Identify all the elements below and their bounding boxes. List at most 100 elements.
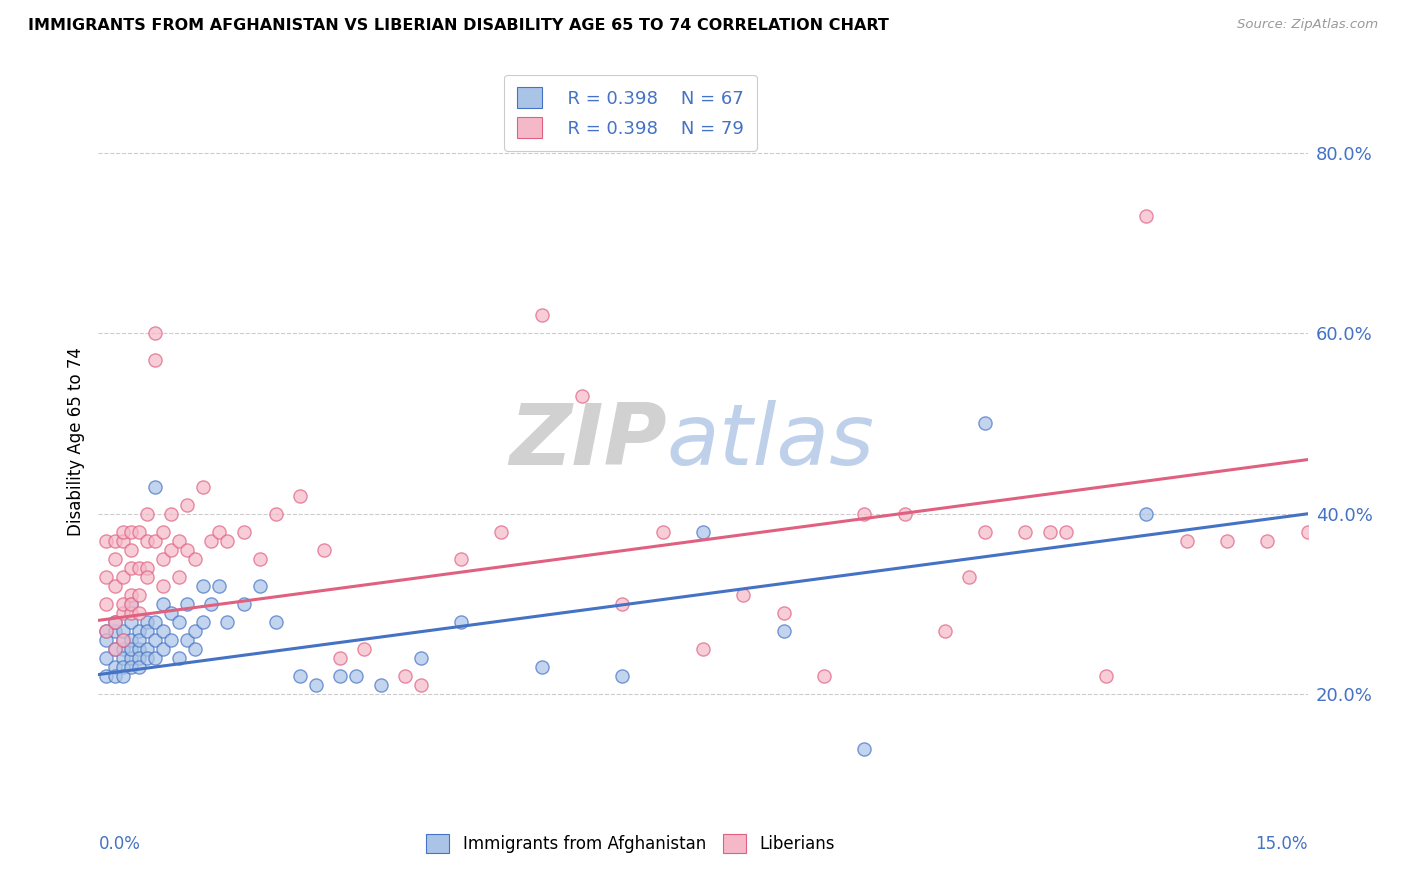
Point: [934, 624, 956, 639]
Point: [571, 389, 593, 403]
Point: [120, 642, 142, 657]
Text: Source: ZipAtlas.com: Source: ZipAtlas.com: [1237, 18, 1378, 31]
Point: [974, 524, 997, 539]
Point: [160, 633, 183, 648]
Point: [1054, 524, 1077, 539]
Point: [143, 651, 166, 665]
Point: [1039, 524, 1062, 539]
Point: [103, 642, 125, 657]
Point: [1216, 533, 1239, 548]
Point: [193, 579, 215, 593]
Point: [128, 606, 150, 620]
Point: [344, 669, 367, 683]
Point: [152, 642, 174, 657]
Point: [530, 660, 553, 674]
Point: [96, 570, 118, 584]
Point: [128, 651, 150, 665]
Point: [111, 633, 134, 648]
Point: [249, 579, 271, 593]
Point: [120, 660, 142, 674]
Text: 15.0%: 15.0%: [1256, 835, 1308, 854]
Point: [96, 651, 118, 665]
Point: [120, 615, 142, 630]
Point: [353, 642, 375, 657]
Legend: Immigrants from Afghanistan, Liberians: Immigrants from Afghanistan, Liberians: [419, 827, 842, 860]
Point: [193, 480, 215, 494]
Point: [135, 624, 157, 639]
Point: [135, 561, 157, 575]
Point: [176, 597, 198, 611]
Point: [1135, 507, 1157, 521]
Point: [974, 417, 997, 431]
Point: [450, 615, 472, 630]
Point: [152, 579, 174, 593]
Point: [288, 489, 311, 503]
Point: [96, 533, 118, 548]
Point: [370, 678, 392, 692]
Point: [394, 669, 416, 683]
Text: 0.0%: 0.0%: [98, 835, 141, 854]
Point: [111, 606, 134, 620]
Point: [152, 552, 174, 566]
Point: [692, 524, 714, 539]
Point: [111, 633, 134, 648]
Point: [305, 678, 328, 692]
Point: [128, 660, 150, 674]
Point: [329, 669, 352, 683]
Point: [651, 524, 673, 539]
Point: [288, 669, 311, 683]
Point: [167, 570, 190, 584]
Point: [111, 624, 134, 639]
Point: [893, 507, 915, 521]
Point: [692, 642, 714, 657]
Point: [120, 606, 142, 620]
Point: [167, 615, 190, 630]
Point: [111, 660, 134, 674]
Point: [612, 669, 634, 683]
Point: [128, 624, 150, 639]
Point: [120, 633, 142, 648]
Point: [167, 651, 190, 665]
Point: [120, 561, 142, 575]
Point: [232, 524, 254, 539]
Point: [135, 642, 157, 657]
Point: [176, 542, 198, 557]
Point: [128, 633, 150, 648]
Point: [143, 480, 166, 494]
Point: [111, 524, 134, 539]
Point: [128, 524, 150, 539]
Point: [103, 552, 125, 566]
Point: [772, 624, 794, 639]
Point: [530, 308, 553, 322]
Point: [733, 588, 755, 602]
Point: [120, 651, 142, 665]
Point: [1014, 524, 1036, 539]
Point: [1095, 669, 1118, 683]
Text: IMMIGRANTS FROM AFGHANISTAN VS LIBERIAN DISABILITY AGE 65 TO 74 CORRELATION CHAR: IMMIGRANTS FROM AFGHANISTAN VS LIBERIAN …: [28, 18, 889, 33]
Point: [120, 524, 142, 539]
Point: [160, 606, 183, 620]
Point: [160, 542, 183, 557]
Point: [217, 615, 239, 630]
Point: [1296, 524, 1319, 539]
Point: [200, 597, 222, 611]
Point: [135, 651, 157, 665]
Point: [450, 552, 472, 566]
Point: [232, 597, 254, 611]
Point: [143, 633, 166, 648]
Point: [128, 561, 150, 575]
Point: [176, 633, 198, 648]
Point: [208, 579, 231, 593]
Point: [208, 524, 231, 539]
Point: [152, 524, 174, 539]
Point: [1256, 533, 1278, 548]
Point: [143, 353, 166, 368]
Point: [314, 542, 336, 557]
Point: [103, 579, 125, 593]
Point: [103, 669, 125, 683]
Point: [957, 570, 980, 584]
Point: [813, 669, 835, 683]
Point: [853, 741, 876, 756]
Point: [1175, 533, 1198, 548]
Point: [143, 615, 166, 630]
